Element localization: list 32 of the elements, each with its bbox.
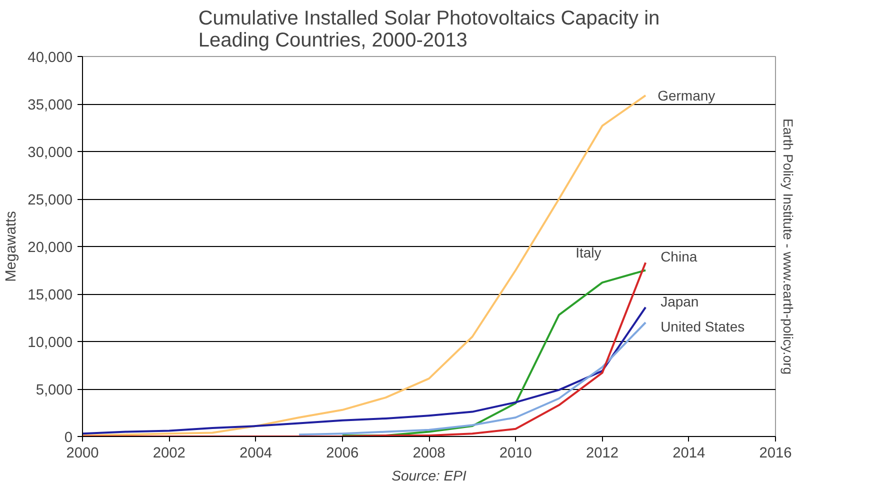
x-tick-label: 2012 xyxy=(586,446,619,462)
y-tick-label: 20,000 xyxy=(28,240,72,256)
x-tick-label: 2002 xyxy=(152,446,186,462)
y-tick-label: 0 xyxy=(64,430,73,446)
x-tick-label: 2008 xyxy=(412,446,446,462)
y-tick-label: 25,000 xyxy=(28,192,72,208)
x-tick-label: 2010 xyxy=(499,446,532,462)
y-tick-label: 10,000 xyxy=(28,335,72,351)
chart-title: Cumulative Installed Solar Photovoltaics Capacity in Leading Countries, 2000-2013 xyxy=(198,8,660,52)
line-series xyxy=(82,262,647,436)
line-series xyxy=(82,306,647,435)
y-tick-label: 5,000 xyxy=(36,382,73,398)
x-tick-label: 2004 xyxy=(239,446,272,462)
x-tick-label: 2000 xyxy=(66,446,99,462)
line-series xyxy=(82,94,647,436)
line-series xyxy=(298,322,647,436)
series-label: United States xyxy=(660,318,745,334)
series-label: Germany xyxy=(658,87,716,104)
series-label: Japan xyxy=(660,293,699,310)
series-label: China xyxy=(660,248,698,265)
y-tick-label: 15,000 xyxy=(28,288,72,304)
line-series xyxy=(341,269,647,436)
y-axis-title: Megawatts xyxy=(4,211,20,282)
y-tick-label: 35,000 xyxy=(28,98,72,114)
x-tick-label: 2016 xyxy=(759,446,792,462)
series-label: Italy xyxy=(576,244,602,260)
y-tick-label: 40,000 xyxy=(28,50,72,66)
text: Earth Policy Institute - www.earth-policy.org xyxy=(780,118,796,375)
x-tick-label: 2014 xyxy=(672,446,706,462)
x-tick-label: 2006 xyxy=(326,446,359,462)
source-note: Source: EPI xyxy=(392,468,466,484)
y-tick-label: 30,000 xyxy=(28,145,72,161)
